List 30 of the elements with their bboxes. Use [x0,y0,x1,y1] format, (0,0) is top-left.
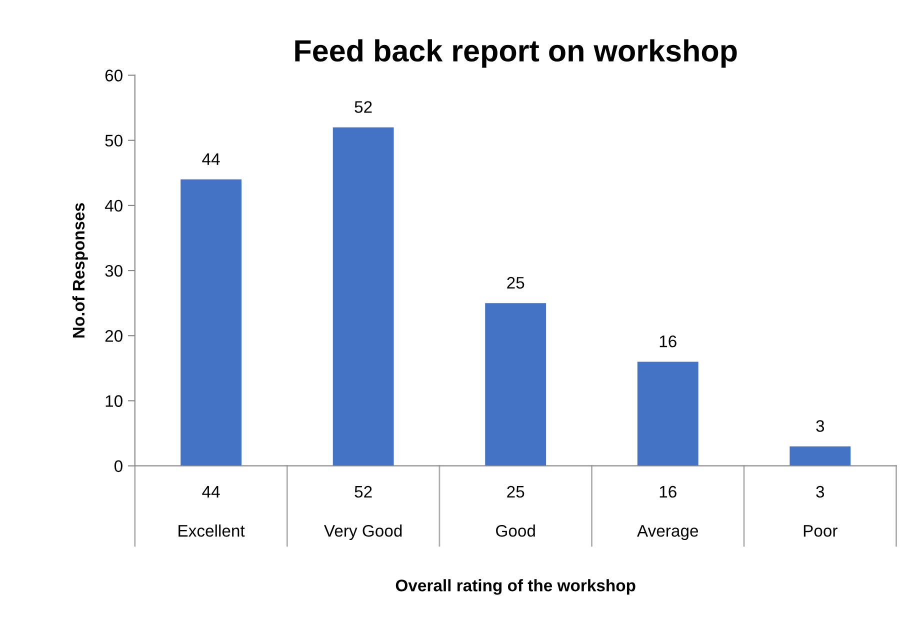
bar [180,179,242,466]
y-tick-label: 0 [114,460,122,472]
x-tick-label: Poor [804,525,838,537]
y-tick-label: 50 [105,134,122,147]
annotation: 44 [202,153,220,165]
data-label: 25 [507,486,524,498]
y-tick-label: 60 [105,70,122,82]
annotation: 52 [354,101,372,113]
y-axis-title: No.of Responses [72,203,88,338]
y-tick-label: 10 [106,395,122,407]
data-label: 16 [660,486,676,498]
bar [637,362,698,466]
annotation: 3 [816,420,824,432]
annotation: 25 [507,276,524,289]
bar [332,127,394,466]
x-tick-label: Good [496,524,535,537]
bar [790,446,851,466]
bar [485,303,546,466]
chart-title: Feed back report on workshop [295,39,737,68]
data-label: 3 [816,486,824,498]
x-axis-title: Overall rating of the workshop [396,579,636,595]
y-tick-label: 40 [104,200,122,212]
y-tick-label: 20 [105,330,122,342]
data-label: 52 [354,486,372,498]
x-tick-label: Excellent [178,524,245,537]
data-label: 44 [202,486,220,498]
x-tick-label: Very Good [324,524,402,540]
x-tick-label: Average [637,525,698,540]
annotation: 16 [660,335,676,348]
y-tick-label: 30 [105,264,122,277]
